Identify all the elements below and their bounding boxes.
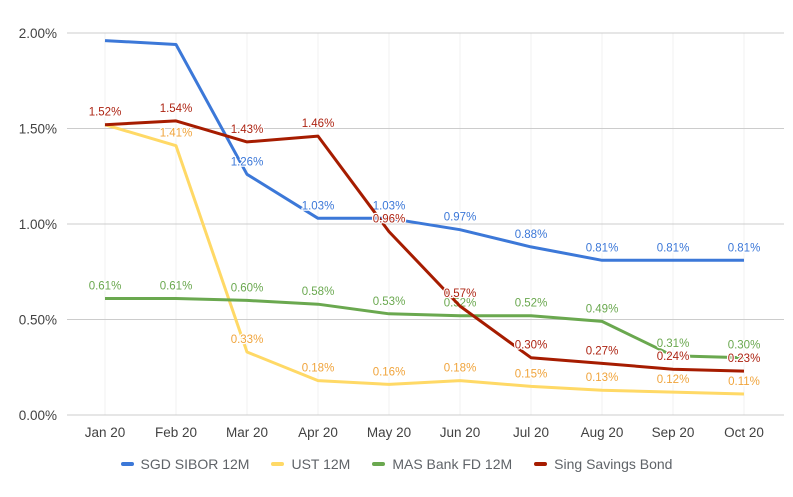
data-label-ust-12m: 0.11% [728,376,760,388]
data-label-mas-bank-fd-12m: 0.60% [231,282,264,294]
x-tick-label: Sep 20 [652,425,695,440]
data-label-ust-12m: 0.33% [231,334,264,346]
data-label-sing-savings-bond: 1.52% [89,107,122,119]
data-label-mas-bank-fd-12m: 0.31% [657,338,690,350]
data-label-sgd-sibor-12m: 0.88% [515,229,548,241]
line-chart-plot: 0.00% 0.50% 1.00% 1.50% 2.00% Jan 20 Feb 20 Mar… [19,26,784,440]
legend-label: UST 12M [291,456,351,472]
data-label-mas-bank-fd-12m: 0.52% [444,298,477,310]
x-tick-label: Apr 20 [298,425,338,440]
data-label-sing-savings-bond: 0.23% [728,353,761,365]
series-line-mas-bank-fd-12m [105,297,745,360]
data-label-sing-savings-bond: 0.96% [373,214,406,226]
series-line-ust-12m [104,123,745,396]
data-label-ust-12m: 0.18% [444,363,477,375]
series-line-sing-savings-bond [104,119,745,373]
data-label-sgd-sibor-12m: 1.26% [231,156,264,168]
data-label-mas-bank-fd-12m: 0.52% [515,298,548,310]
y-tick-label: 1.00% [19,217,57,232]
data-label-mas-bank-fd-12m: 0.30% [728,340,761,352]
data-label-sing-savings-bond: 0.27% [586,345,619,357]
data-label-mas-bank-fd-12m: 0.53% [373,296,406,308]
x-tick-label: Feb 20 [155,425,197,440]
x-tick-label: Aug 20 [581,425,624,440]
chart-legend: SGD SIBOR 12M UST 12M MAS Bank FD 12M Sing … [0,456,793,472]
data-label-mas-bank-fd-12m: 0.61% [160,281,193,293]
data-label-ust-12m: 0.15% [515,368,548,380]
x-tick-label: Jan 20 [85,425,126,440]
data-label-sgd-sibor-12m: 0.81% [586,242,619,254]
legend-item-sgd-sibor-12m: SGD SIBOR 12M [120,456,250,472]
legend-item-ust-12m: UST 12M [271,456,350,472]
data-label-sing-savings-bond: 1.46% [302,118,335,130]
data-label-sing-savings-bond: 0.30% [515,340,548,352]
data-label-mas-bank-fd-12m: 0.49% [586,303,619,315]
x-tick-label: Mar 20 [226,425,268,440]
data-label-sing-savings-bond: 0.24% [657,351,690,363]
y-tick-label: 1.50% [19,122,57,137]
data-label-sgd-sibor-12m: 0.81% [657,242,690,254]
legend-swatch-sgd-sibor-12m [120,462,134,466]
legend-item-sing-savings-bond: Sing Savings Bond [534,456,672,472]
data-label-ust-12m: 0.16% [373,366,406,378]
y-tick-label: 0.00% [19,408,57,423]
legend-item-mas-bank-fd-12m: MAS Bank FD 12M [372,456,512,472]
legend-swatch-ust-12m [271,462,285,466]
data-label-ust-12m: 1.52% [89,107,122,119]
data-label-mas-bank-fd-12m: 0.61% [89,281,122,293]
legend-swatch-sing-savings-bond [534,462,548,466]
legend-label: SGD SIBOR 12M [140,456,250,472]
data-label-ust-12m: 1.41% [160,128,193,140]
x-tick-label: Jul 20 [513,425,549,440]
y-tick-label: 0.50% [19,313,57,328]
data-label-sing-savings-bond: 1.54% [160,103,193,115]
data-label-sgd-sibor-12m: 1.03% [373,200,406,212]
data-label-sing-savings-bond: 1.43% [231,124,264,136]
data-label-ust-12m: 0.18% [302,363,335,375]
data-label-ust-12m: 0.12% [657,374,690,386]
legend-label: Sing Savings Bond [554,456,673,472]
series-line-sgd-sibor-12m [104,39,744,262]
x-tick-label: Oct 20 [724,425,764,440]
data-label-sgd-sibor-12m: 1.03% [302,200,335,212]
x-tick-label: May 20 [367,425,411,440]
data-label-ust-12m: 0.13% [586,372,619,384]
data-label-sing-savings-bond: 0.57% [444,288,477,300]
y-tick-label: 2.00% [19,26,57,41]
x-tick-label: Jun 20 [440,425,481,440]
data-label-mas-bank-fd-12m: 0.58% [302,286,335,298]
legend-label: MAS Bank FD 12M [392,456,513,472]
data-label-sgd-sibor-12m: 0.81% [728,242,761,254]
data-label-sgd-sibor-12m: 0.97% [444,212,477,224]
legend-swatch-mas-bank-fd-12m [372,462,386,466]
